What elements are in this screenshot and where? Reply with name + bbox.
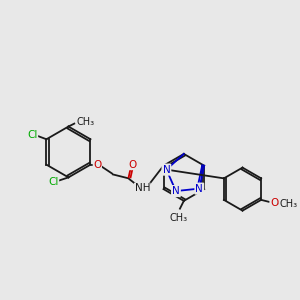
Text: CH₃: CH₃: [280, 199, 298, 209]
Text: CH₃: CH₃: [76, 117, 94, 127]
Text: N: N: [163, 165, 170, 175]
Text: N: N: [195, 184, 203, 194]
Text: O: O: [93, 160, 101, 170]
Text: Cl: Cl: [48, 177, 59, 187]
Text: NH: NH: [134, 183, 150, 193]
Text: O: O: [128, 160, 136, 170]
Text: CH₃: CH₃: [170, 213, 188, 223]
Text: Cl: Cl: [27, 130, 38, 140]
Text: O: O: [270, 198, 278, 208]
Text: N: N: [172, 186, 180, 196]
